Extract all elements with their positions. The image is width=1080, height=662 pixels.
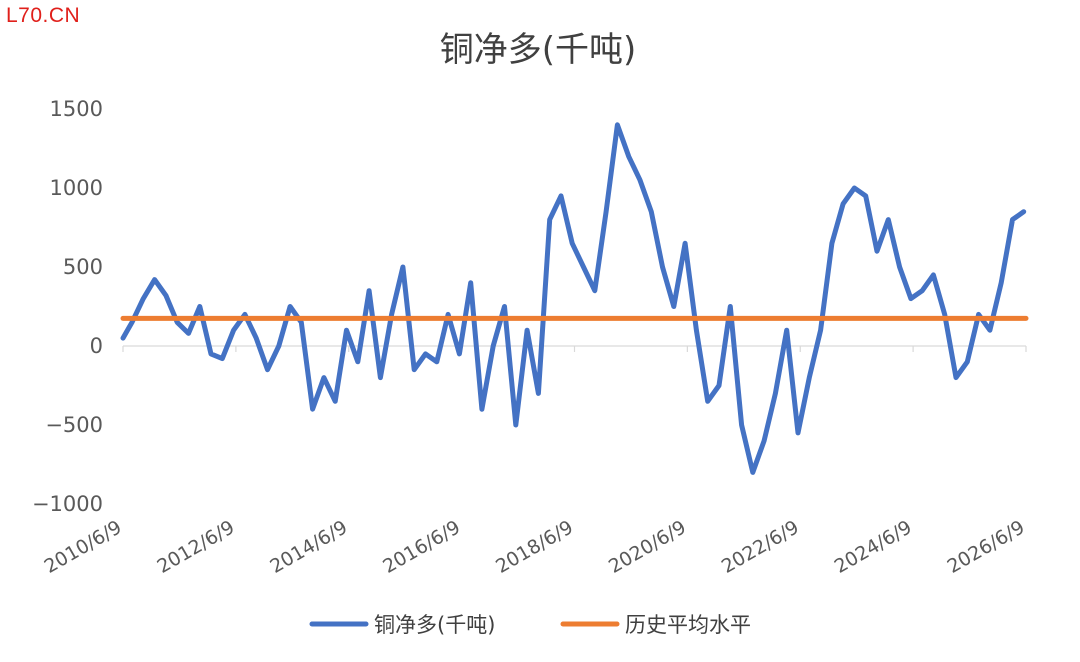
y-tick-label: 1500 bbox=[50, 97, 103, 121]
y-tick-label: 1000 bbox=[50, 176, 103, 200]
site-watermark: L70.CN bbox=[6, 4, 81, 27]
x-tick-label: 2022/6/9 bbox=[718, 516, 803, 578]
x-tick-label: 2010/6/9 bbox=[41, 516, 126, 578]
chart-title: 铜净多(千吨) bbox=[440, 30, 637, 70]
x-tick-label: 2026/6/9 bbox=[944, 516, 1029, 578]
x-tick-label: 2014/6/9 bbox=[266, 516, 351, 578]
y-tick-label: −500 bbox=[45, 413, 103, 437]
x-tick-label: 2024/6/9 bbox=[831, 516, 916, 578]
y-tick-label: 500 bbox=[63, 255, 103, 279]
y-tick-label: 0 bbox=[90, 334, 103, 358]
series-line-copy-net-long bbox=[120, 122, 1027, 475]
legend-label-copy-net-long: 铜净多(千吨) bbox=[374, 613, 495, 637]
x-tick-label: 2016/6/9 bbox=[379, 516, 464, 578]
x-tick-label: 2020/6/9 bbox=[605, 516, 690, 578]
series-layer bbox=[120, 122, 1029, 475]
y-tick-label: −1000 bbox=[32, 492, 103, 516]
legend: 铜净多(千吨) 历史平均水平 bbox=[309, 613, 751, 637]
x-tick-label: 2012/6/9 bbox=[153, 516, 238, 578]
legend-label-historical-average: 历史平均水平 bbox=[625, 613, 751, 637]
x-tick-label: 2018/6/9 bbox=[492, 516, 577, 578]
